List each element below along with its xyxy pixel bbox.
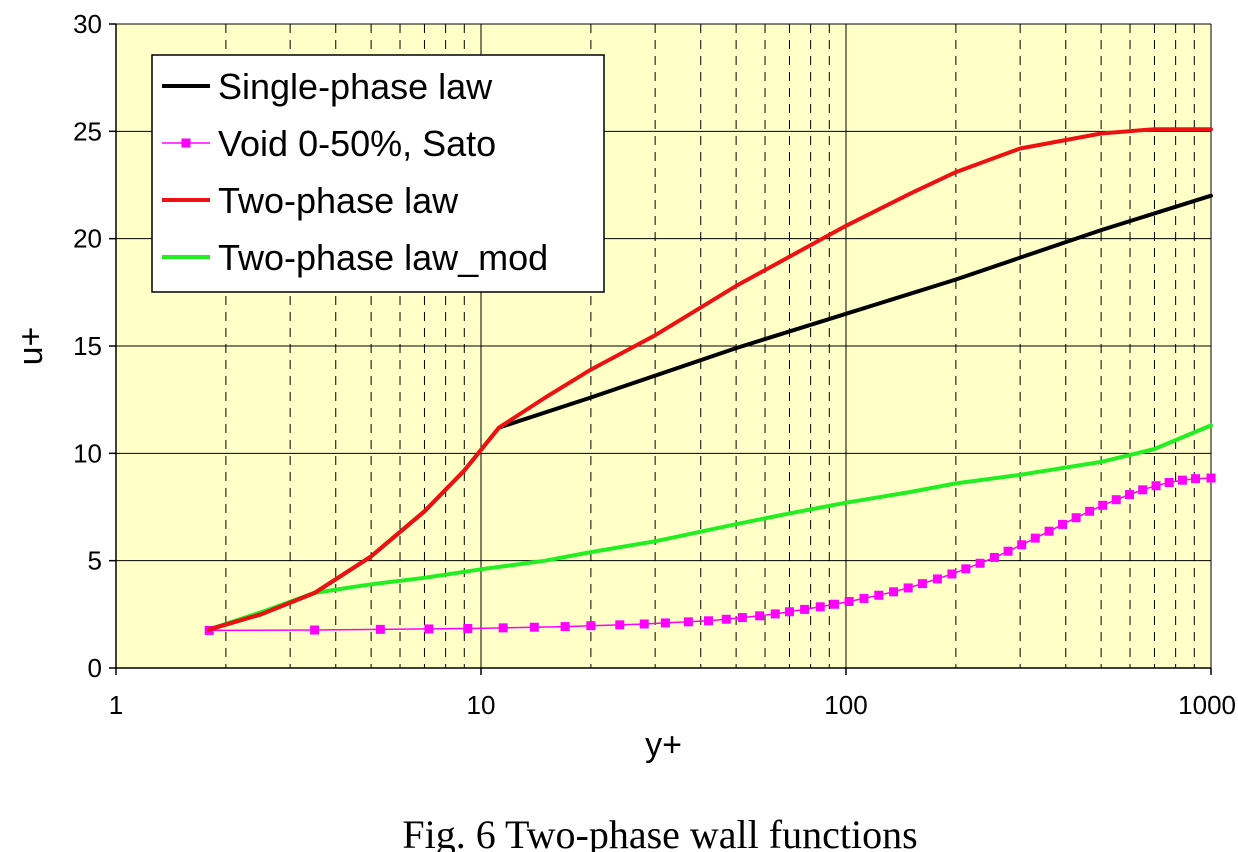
legend-label: Two-phase law_mod	[218, 237, 548, 278]
data-point	[703, 616, 713, 626]
data-point	[1124, 490, 1134, 500]
data-point	[1151, 481, 1161, 491]
legend-item: Two-phase law_mod	[162, 237, 548, 278]
data-point	[829, 599, 839, 609]
data-point	[560, 622, 570, 632]
data-point	[737, 613, 747, 623]
data-point	[615, 620, 625, 630]
y-tick-label: 30	[73, 9, 102, 39]
data-point	[586, 621, 596, 631]
data-point	[683, 617, 693, 627]
data-point	[917, 579, 927, 589]
figure-caption: Fig. 6 Two-phase wall functions	[402, 812, 917, 852]
series-line	[207, 423, 1213, 632]
data-point	[932, 574, 942, 584]
data-point	[639, 619, 649, 629]
data-point	[815, 602, 825, 612]
legend-box	[151, 54, 605, 293]
data-point	[1003, 546, 1013, 556]
legend-marker	[181, 138, 191, 148]
data-point	[1177, 475, 1187, 485]
data-point	[903, 583, 913, 593]
legend-item: Two-phase law	[162, 180, 459, 221]
data-point	[1017, 540, 1027, 550]
data-point	[1191, 474, 1201, 484]
series-two-phase-law-mod	[207, 423, 1213, 632]
data-point	[889, 587, 899, 597]
data-point	[1111, 495, 1121, 505]
axes	[109, 23, 1212, 675]
data-point	[989, 552, 999, 562]
x-tick-label: 100	[824, 690, 867, 720]
y-tick-label: 20	[73, 224, 102, 254]
data-point	[755, 611, 765, 621]
data-point	[1085, 506, 1095, 516]
data-point	[859, 593, 869, 603]
data-point	[874, 590, 884, 600]
y-tick-label: 15	[73, 331, 102, 361]
data-point	[947, 569, 957, 579]
data-point	[1030, 533, 1040, 543]
x-tick-label: 1	[109, 690, 123, 720]
series-line	[207, 127, 1213, 632]
data-point	[660, 618, 670, 628]
data-point	[961, 564, 971, 574]
data-point	[800, 604, 810, 614]
data-point	[375, 624, 385, 634]
grid-lines	[115, 23, 1212, 669]
legend-label: Void 0-50%, Sato	[218, 123, 496, 164]
data-point	[770, 609, 780, 619]
data-point	[1164, 478, 1174, 488]
series-two-phase-law	[207, 127, 1213, 632]
legend-label: Two-phase law	[218, 180, 459, 221]
data-point	[498, 623, 508, 633]
legend-item: Void 0-50%, Sato	[162, 123, 496, 164]
y-tick-label: 0	[88, 653, 102, 683]
data-point	[1058, 519, 1068, 529]
x-axis-title: y+	[645, 726, 682, 764]
data-point	[1138, 485, 1148, 495]
x-tick-label: 10	[467, 690, 496, 720]
data-point	[1206, 473, 1216, 483]
y-axis-title: u+	[12, 327, 50, 366]
data-point	[529, 622, 539, 632]
y-tick-label: 10	[73, 438, 102, 468]
legend-label: Single-phase law	[218, 66, 493, 107]
series-layer	[204, 127, 1216, 635]
data-point	[975, 558, 985, 568]
data-point	[1071, 513, 1081, 523]
y-tick-label: 5	[88, 546, 102, 576]
data-point	[784, 607, 794, 617]
legend: Single-phase law Void 0-50%, Sato Two-phas…	[151, 54, 605, 293]
data-point	[463, 624, 473, 634]
data-point	[721, 614, 731, 624]
data-point	[1098, 500, 1108, 510]
data-point	[310, 625, 320, 635]
legend-item: Single-phase law	[162, 66, 493, 107]
x-tick-label: 1000	[1178, 690, 1236, 720]
series-void-0-50-sato	[204, 473, 1216, 635]
data-point	[1044, 526, 1054, 536]
data-point	[424, 624, 434, 634]
tick-labels: 0 5 10 15 20 25 30 1 10 100 1000	[73, 9, 1236, 720]
data-point	[844, 596, 854, 606]
y-tick-label: 25	[73, 116, 102, 146]
